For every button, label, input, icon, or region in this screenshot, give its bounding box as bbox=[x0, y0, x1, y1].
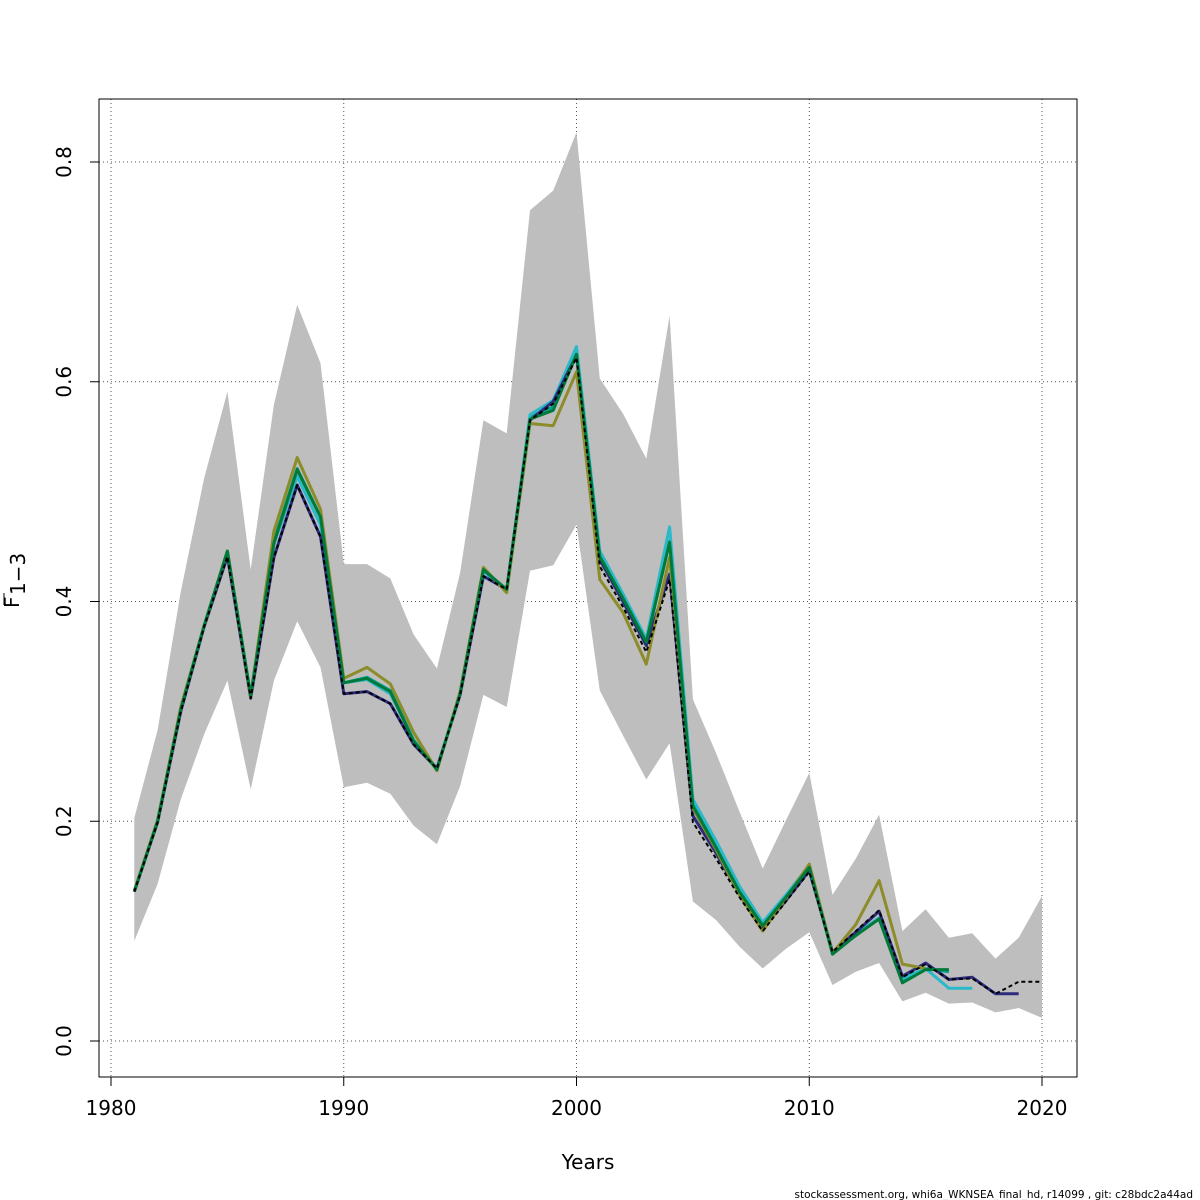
y-tick-label-group: 0.0 bbox=[52, 1025, 76, 1057]
y-tick-label: 0.8 bbox=[52, 146, 76, 178]
y-tick-label: 0.4 bbox=[52, 586, 76, 618]
y-axis-title-main: F bbox=[0, 596, 24, 608]
x-axis-title: Years bbox=[561, 1150, 615, 1174]
x-tick-label: 2000 bbox=[551, 1096, 602, 1120]
y-axis-title: F 1−3 bbox=[0, 553, 30, 608]
x-axis: 1980 1990 2000 2010 2020 bbox=[86, 1076, 1068, 1120]
confidence-band-layer bbox=[134, 132, 1043, 1018]
y-tick-label-group: 0.2 bbox=[52, 805, 76, 837]
footer-credit: stockassessment.org, whi6a_WKNSEA_final_… bbox=[794, 1189, 1193, 1200]
y-tick-label: 0.0 bbox=[52, 1025, 76, 1057]
y-tick-label-group: 0.8 bbox=[52, 146, 76, 178]
x-tick-label: 1990 bbox=[318, 1096, 369, 1120]
y-tick-label-group: 0.6 bbox=[52, 366, 76, 398]
x-tick-label: 2010 bbox=[784, 1096, 835, 1120]
series-layer bbox=[132, 345, 1042, 996]
y-axis-title-sub: 1−3 bbox=[6, 553, 30, 595]
x-tick-label: 1980 bbox=[86, 1096, 137, 1120]
x-tick-label: 2020 bbox=[1017, 1096, 1068, 1120]
y-tick-label-group: 0.4 bbox=[52, 586, 76, 618]
series-line-6 bbox=[133, 356, 1042, 995]
y-axis: 0.0 0.2 0.4 0.6 0.8 bbox=[52, 146, 100, 1057]
confidence-band bbox=[134, 132, 1043, 1018]
y-tick-label: 0.2 bbox=[52, 805, 76, 837]
y-tick-label: 0.6 bbox=[52, 366, 76, 398]
